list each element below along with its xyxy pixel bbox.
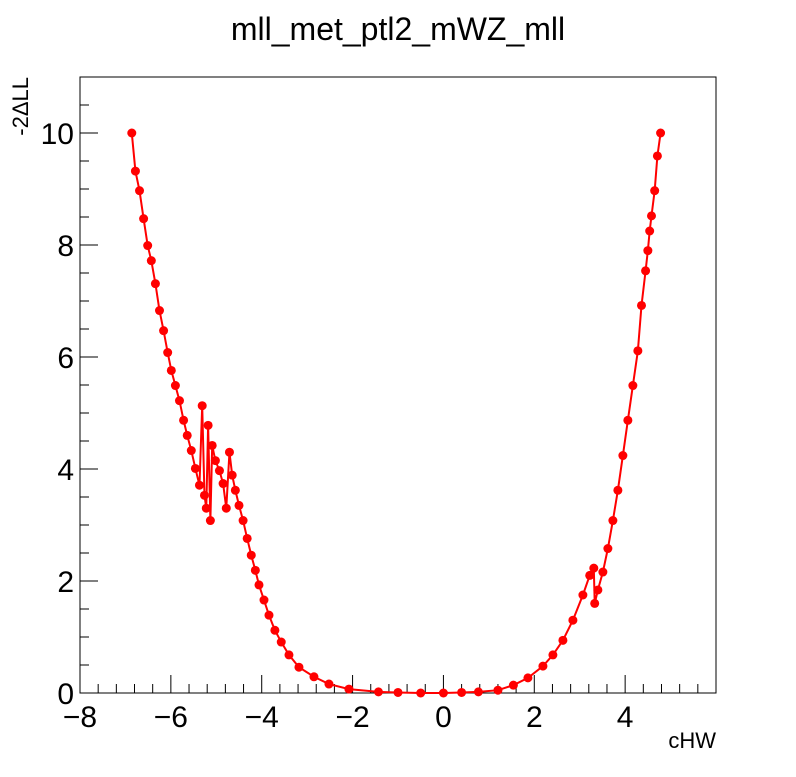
data-point <box>416 688 426 698</box>
data-point <box>246 550 256 560</box>
data-point <box>174 396 184 406</box>
data-point <box>623 415 633 425</box>
data-point <box>264 610 274 620</box>
data-point <box>473 687 483 697</box>
data-point <box>224 447 234 457</box>
y-tick-label: 0 <box>57 678 74 711</box>
data-point <box>242 533 252 543</box>
data-point <box>203 420 213 430</box>
data-point <box>250 565 260 575</box>
data-point <box>259 595 269 605</box>
data-point <box>608 516 618 526</box>
data-point <box>150 279 160 289</box>
y-tick-label: 4 <box>57 454 74 487</box>
data-point <box>166 365 176 375</box>
data-point <box>294 662 304 672</box>
data-point <box>646 211 656 221</box>
y-tick-label: 8 <box>57 230 74 263</box>
data-point <box>641 266 651 276</box>
data-point <box>613 485 623 495</box>
x-axis-label: cHW <box>668 728 716 753</box>
data-point <box>284 650 294 660</box>
data-point <box>585 570 595 580</box>
data-point <box>628 381 638 391</box>
data-point <box>438 688 448 698</box>
data-point <box>652 151 662 161</box>
data-point <box>589 563 599 573</box>
data-point <box>194 480 204 490</box>
data-point <box>221 503 231 513</box>
data-point <box>457 687 467 697</box>
data-point <box>155 306 164 316</box>
data-point <box>254 580 264 590</box>
data-point <box>618 451 628 461</box>
data-point <box>393 687 403 697</box>
data-point <box>130 166 140 176</box>
data-point <box>163 348 173 358</box>
data-point <box>159 326 169 336</box>
data-point <box>238 516 248 526</box>
y-tick-label: 10 <box>41 118 74 151</box>
x-tick-label: −6 <box>154 701 188 734</box>
data-point <box>645 226 655 236</box>
data-point <box>205 516 215 526</box>
y-axis-label: -2ΔLL <box>8 77 33 136</box>
x-tick-label: 2 <box>526 701 543 734</box>
data-point <box>636 300 646 310</box>
data-point <box>146 256 156 266</box>
data-point <box>548 650 558 660</box>
data-point <box>558 635 568 645</box>
data-point <box>656 128 666 138</box>
data-point <box>590 598 600 608</box>
data-point <box>593 585 603 595</box>
data-point <box>201 503 211 513</box>
data-point <box>179 415 189 425</box>
data-point <box>568 615 578 625</box>
data-point <box>207 440 217 450</box>
data-point <box>230 485 240 495</box>
data-point <box>199 490 209 500</box>
y-tick-label: 6 <box>57 342 74 375</box>
data-point <box>190 463 200 473</box>
data-point <box>143 241 153 251</box>
y-tick-label: 2 <box>57 566 74 599</box>
data-point <box>633 346 643 356</box>
data-point <box>210 456 220 466</box>
data-point <box>538 661 548 671</box>
data-point <box>234 500 244 510</box>
data-point <box>643 246 653 256</box>
data-point <box>508 680 518 690</box>
data-point <box>186 446 196 456</box>
data-point <box>127 128 137 138</box>
data-point <box>603 544 613 554</box>
data-point <box>598 567 608 577</box>
chart-title: mll_met_ptl2_mWZ_mll <box>231 11 565 47</box>
data-point <box>276 637 286 647</box>
data-point <box>324 679 334 689</box>
x-tick-label: −8 <box>63 701 97 734</box>
data-point <box>170 381 180 391</box>
data-point <box>309 672 319 682</box>
data-point <box>214 466 224 476</box>
data-point <box>270 625 280 635</box>
data-point <box>218 479 228 489</box>
x-tick-label: 4 <box>617 701 634 734</box>
x-tick-label: 0 <box>435 701 452 734</box>
data-point <box>182 430 192 440</box>
data-point <box>139 214 149 224</box>
data-point <box>344 684 354 694</box>
x-tick-label: −2 <box>335 701 369 734</box>
data-point <box>493 685 503 695</box>
data-point <box>523 673 533 683</box>
data-point <box>135 186 145 196</box>
data-point <box>227 470 237 480</box>
data-point <box>578 590 588 600</box>
data-point <box>197 401 207 411</box>
data-point <box>373 687 383 697</box>
x-tick-label: −4 <box>245 701 279 734</box>
data-point <box>650 186 660 196</box>
